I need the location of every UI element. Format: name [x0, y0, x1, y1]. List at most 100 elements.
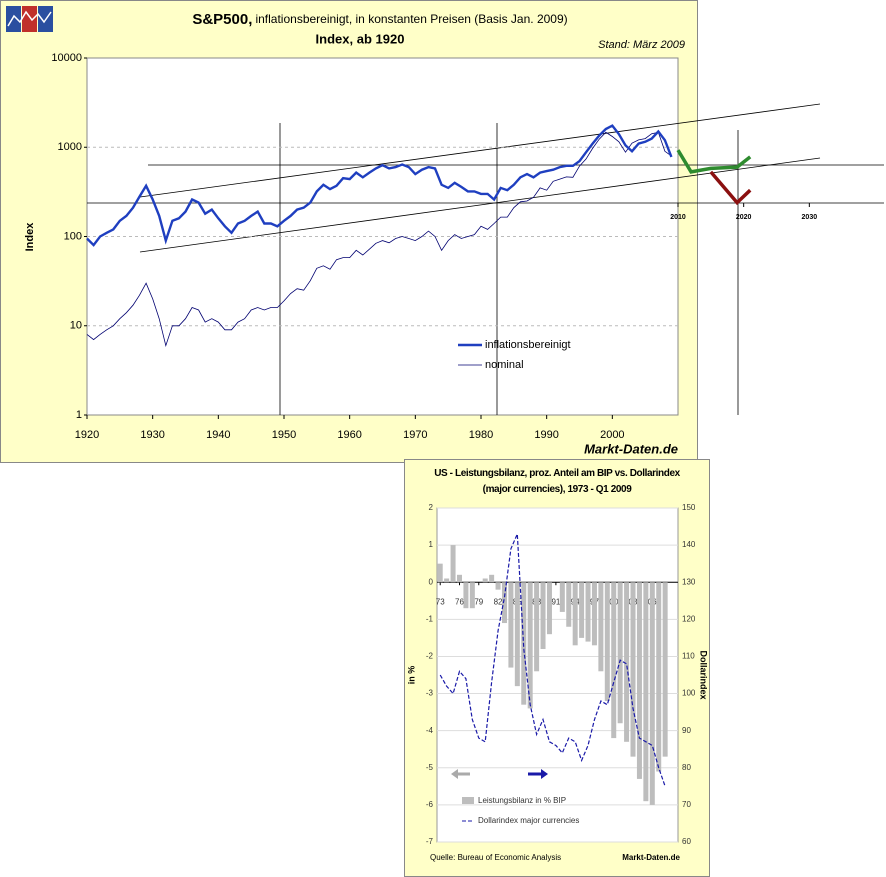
y-tick-label: 1: [429, 540, 434, 549]
projection-line: [709, 170, 752, 206]
y2-tick-label: 90: [682, 726, 691, 735]
projection-tick-label: 2030: [802, 214, 818, 221]
y-tick-label: 0: [429, 577, 434, 586]
bar: [624, 582, 630, 742]
legend-label: nominal: [485, 359, 524, 371]
bar: [534, 582, 540, 672]
y-tick-label: 100: [64, 230, 82, 242]
bar: [656, 582, 662, 772]
source: Markt-Daten.de: [584, 441, 678, 456]
y2-axis-label: Dollarindex: [699, 650, 709, 699]
x-tick-label: 1960: [337, 429, 361, 441]
bar: [572, 582, 578, 646]
bar: [508, 582, 514, 668]
y-tick-label: -3: [426, 689, 434, 698]
chart-title: S&P500, inflationsbereinigt, in konstant…: [192, 11, 567, 28]
bar: [546, 582, 552, 635]
y2-tick-label: 100: [682, 689, 696, 698]
x-tick-label: 1920: [75, 429, 99, 441]
x-tick-label: 76: [455, 597, 464, 606]
bar: [527, 582, 533, 709]
bar: [450, 545, 456, 583]
y-tick-label: -2: [426, 652, 434, 661]
y-axis-label-2: in %: [406, 666, 416, 685]
bar: [643, 582, 649, 802]
bar: [559, 582, 565, 612]
bar: [501, 582, 507, 624]
bar: [437, 563, 443, 583]
bar: [456, 574, 462, 583]
y-tick-label: 10000: [51, 52, 82, 64]
y-tick-label: 10: [70, 320, 82, 332]
bar: [598, 582, 604, 672]
title-main: S&P500,: [192, 11, 252, 28]
legend-label: Leistungsbilanz in % BIP: [478, 796, 566, 805]
title-detail: inflationsbereinigt, in konstanten Preis…: [255, 12, 567, 26]
x-tick-label: 1940: [206, 429, 230, 441]
x-tick-label: 1980: [469, 429, 493, 441]
bar: [495, 582, 501, 590]
data-line: [86, 131, 672, 348]
x-tick-label: 2000: [600, 429, 624, 441]
bar: [591, 582, 597, 646]
y-axis-label: Index: [24, 222, 36, 252]
legend-swatch: [462, 797, 474, 804]
y2-tick-label: 70: [682, 800, 691, 809]
bar: [604, 582, 610, 701]
x-tick-label: 73: [436, 597, 445, 606]
bar: [611, 582, 617, 739]
y2-tick-label: 140: [682, 540, 696, 549]
bar: [463, 582, 469, 609]
chart-title-2: US - Leistungsbilanz, proz. Anteil am BI…: [434, 468, 680, 495]
note: Stand: März 2009: [598, 39, 685, 51]
x-tick-label: 1930: [140, 429, 164, 441]
logo: [6, 6, 53, 32]
bar: [662, 582, 668, 757]
bar: [469, 582, 475, 609]
bar: [585, 582, 591, 642]
bar: [636, 582, 642, 779]
bar: [617, 582, 623, 724]
projection-tick-label: 2010: [670, 214, 686, 221]
legend-label: inflationsbereinigt: [485, 339, 571, 351]
y2-tick-label: 120: [682, 614, 696, 623]
bar: [482, 578, 488, 583]
y-tick-label: -6: [426, 800, 434, 809]
x-tick-label: 1990: [534, 429, 558, 441]
bar: [514, 582, 520, 687]
y2-tick-label: 150: [682, 503, 696, 512]
bar: [566, 582, 572, 627]
x-tick-label: 1950: [272, 429, 296, 441]
subtitle: Index, ab 1920: [316, 31, 405, 46]
x-tick-label: 91: [551, 597, 560, 606]
bar: [444, 578, 450, 583]
y2-tick-label: 110: [682, 652, 695, 661]
y-tick-label: 1000: [58, 141, 82, 153]
y2-tick-label: 60: [682, 837, 691, 846]
arrows: [451, 769, 548, 779]
y2-tick-label: 80: [682, 763, 691, 772]
data-line: [86, 124, 673, 247]
projection-line: [676, 149, 752, 174]
data-line: [439, 533, 666, 787]
y-tick-label: -4: [426, 726, 434, 735]
source-2: Markt-Daten.de: [622, 853, 680, 862]
bar: [489, 574, 495, 583]
projection-tick-label: 2020: [736, 214, 752, 221]
x-tick-label: 82: [494, 597, 503, 606]
trend-lines: [87, 103, 884, 415]
bar: [630, 582, 636, 757]
legend-label: Dollarindex major currencies: [478, 816, 579, 825]
y2-tick-label: 130: [682, 577, 696, 586]
x-tick-label: 1970: [403, 429, 427, 441]
y-tick-label: 2: [429, 503, 434, 512]
bar: [649, 582, 655, 805]
bar: [540, 582, 546, 650]
y-tick-label: -1: [426, 614, 434, 623]
x-tick-label: 79: [474, 597, 483, 606]
y-tick-label: -5: [426, 763, 434, 772]
y-tick-label: 1: [76, 409, 82, 421]
bar: [579, 582, 585, 638]
